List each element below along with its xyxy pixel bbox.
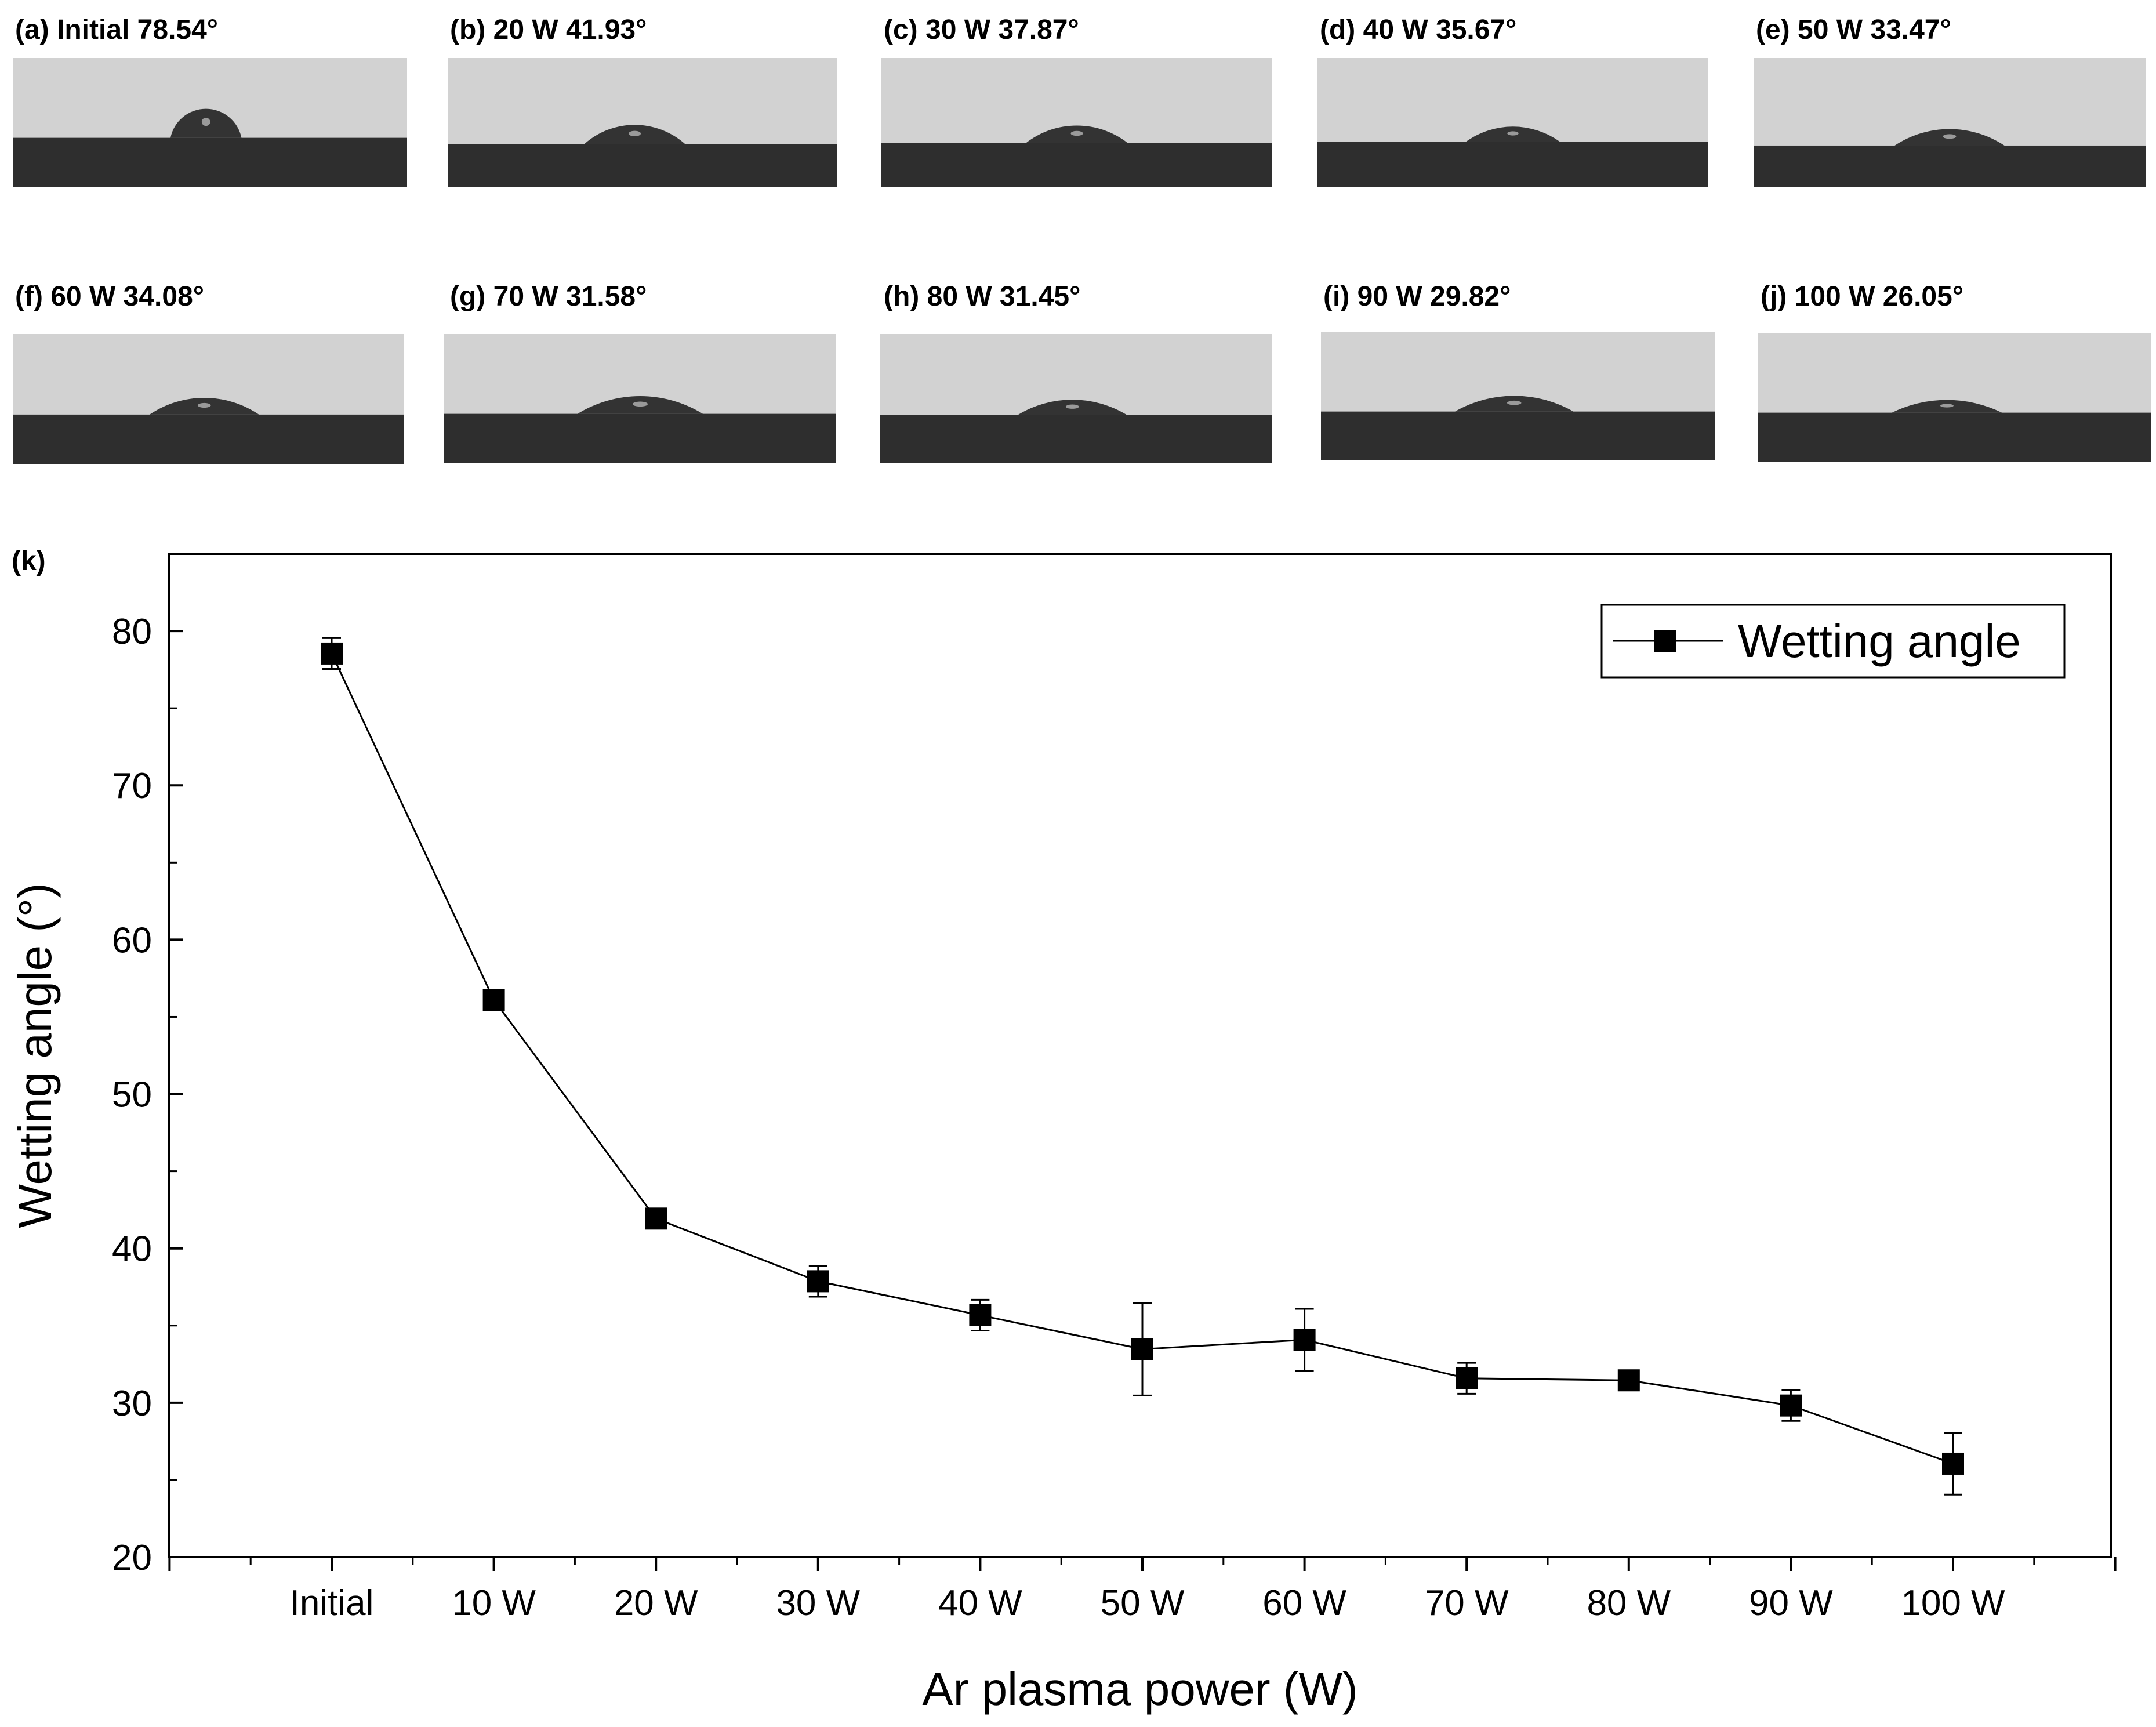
substrate: [13, 137, 407, 187]
x-tick-label: 90 W: [1749, 1583, 1833, 1623]
y-tick-label: 30: [112, 1384, 152, 1424]
droplet-photo-image: [13, 334, 404, 464]
substrate: [1317, 142, 1708, 187]
droplet-highlight: [1070, 130, 1083, 136]
droplet-photo-image: [881, 58, 1272, 187]
droplet-highlight: [1507, 131, 1519, 136]
droplet-photo-image: [444, 334, 836, 463]
substrate: [444, 413, 836, 463]
droplet-photo-image: [1321, 332, 1715, 460]
data-point: [1131, 1338, 1153, 1360]
x-axis: Initial 10 W 20 W 30 W 40 W 50 W 60 W 70 W 80 W 9…: [168, 1557, 2117, 1623]
droplet-photo-b: [448, 58, 837, 187]
droplet-photo-image: [13, 58, 407, 187]
substrate: [880, 415, 1272, 463]
photo-label-h: (h) 80 W 31.45°: [884, 281, 1081, 312]
legend-marker: [1654, 630, 1676, 652]
data-point: [807, 1270, 829, 1293]
data-point: [645, 1207, 667, 1230]
data-point: [1456, 1367, 1478, 1389]
photo-label-a: (a) Initial 78.54°: [15, 14, 218, 45]
y-tick-label: 70: [112, 766, 152, 806]
droplet-highlight: [197, 402, 211, 408]
droplet-photo-image: [1758, 333, 2151, 462]
photo-label-e: (e) 50 W 33.47°: [1756, 14, 1951, 45]
series-wetting-angle: [321, 637, 1964, 1496]
plot-frame: [168, 553, 2112, 1558]
data-point: [1942, 1452, 1964, 1475]
droplet-photo-c: [881, 58, 1272, 187]
photo-label-i: (i) 90 W 29.82°: [1323, 281, 1511, 312]
droplet-photo-image: [1317, 58, 1708, 187]
data-point: [482, 989, 505, 1011]
y-tick-label: 50: [112, 1075, 152, 1115]
photo-label-b: (b) 20 W 41.93°: [450, 14, 647, 45]
substrate: [1758, 412, 2151, 462]
x-tick-label: 20 W: [614, 1583, 698, 1623]
droplet-photo-g: [444, 334, 836, 463]
photo-label-d: (d) 40 W 35.67°: [1320, 14, 1517, 45]
droplet-highlight: [1943, 134, 1957, 139]
x-tick-label: 60 W: [1262, 1583, 1346, 1623]
droplet-photo-a: [13, 58, 407, 187]
photo-label-f: (f) 60 W 34.08°: [15, 281, 204, 312]
photo-label-c: (c) 30 W 37.87°: [884, 14, 1079, 45]
y-tick-label: 20: [112, 1538, 152, 1578]
x-tick-label: 70 W: [1425, 1583, 1509, 1623]
droplet-photo-image: [448, 58, 837, 187]
y-axis-title: Wetting angle (°): [9, 883, 61, 1228]
substrate: [13, 414, 404, 464]
droplet-highlight: [629, 130, 641, 137]
y-axis: 20 30 40 50 60 70 80: [112, 553, 183, 1578]
data-point: [321, 642, 343, 665]
data-point: [1780, 1394, 1802, 1417]
photo-label-g: (g) 70 W 31.58°: [450, 281, 647, 312]
droplet-highlight: [633, 401, 648, 407]
droplet-photo-e: [1754, 58, 2146, 187]
droplet-highlight: [1065, 404, 1079, 409]
x-tick-label: 30 W: [776, 1583, 860, 1623]
x-tick-label: 50 W: [1101, 1583, 1185, 1623]
droplet-photo-d: [1317, 58, 1708, 187]
droplet-highlight: [1940, 404, 1954, 408]
droplet-photo-image: [880, 334, 1272, 463]
data-point: [1617, 1369, 1640, 1392]
x-tick-label: 40 W: [938, 1583, 1022, 1623]
data-point: [969, 1304, 992, 1326]
substrate: [881, 143, 1272, 187]
droplet-highlight: [201, 118, 210, 126]
substrate: [1321, 411, 1715, 460]
x-tick-label: Initial: [290, 1583, 374, 1623]
data-point: [1293, 1329, 1316, 1351]
legend-label: Wetting angle: [1738, 615, 2021, 667]
x-tick-label: 100 W: [1901, 1583, 2005, 1623]
droplet-photo-j: [1758, 333, 2151, 462]
panel-label-k: (k): [12, 546, 46, 576]
x-axis-title: Ar plasma power (W): [922, 1663, 1358, 1715]
photo-label-j: (j) 100 W 26.05°: [1761, 281, 1964, 312]
substrate: [1754, 145, 2146, 187]
droplet-highlight: [1507, 400, 1522, 405]
x-tick-label: 80 W: [1587, 1583, 1671, 1623]
x-tick-label: 10 W: [452, 1583, 536, 1623]
droplet-photo-f: [13, 334, 404, 464]
legend: Wetting angle: [1600, 604, 2066, 679]
droplet-photo-h: [880, 334, 1272, 463]
droplet-photo-image: [1754, 58, 2146, 187]
y-tick-label: 60: [112, 920, 152, 960]
y-tick-label: 80: [112, 612, 152, 652]
y-tick-label: 40: [112, 1229, 152, 1269]
droplet-photo-i: [1321, 332, 1715, 460]
substrate: [448, 144, 837, 187]
